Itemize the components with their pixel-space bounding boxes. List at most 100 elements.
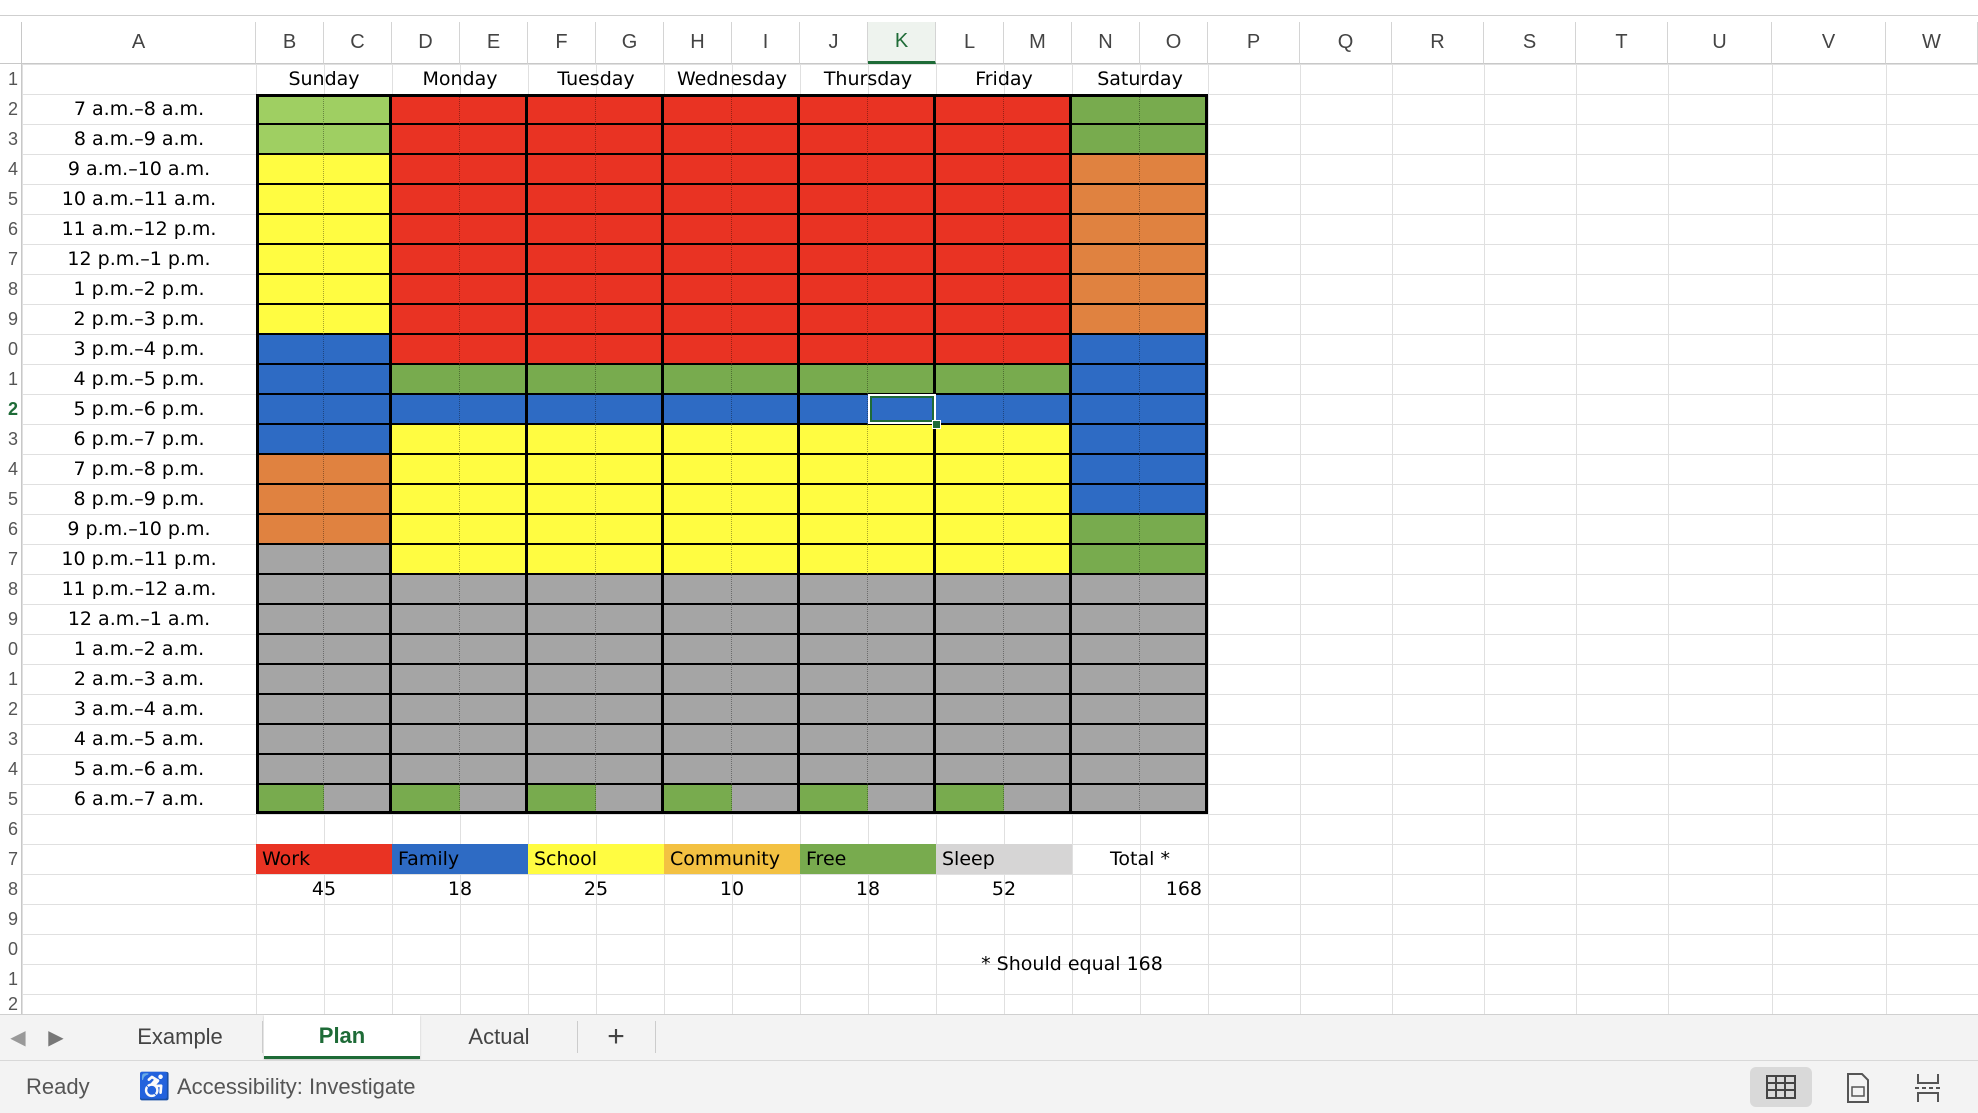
fill-handle[interactable] <box>932 420 941 429</box>
schedule-cell[interactable] <box>868 634 936 664</box>
row-header[interactable]: 4 <box>0 454 22 484</box>
column-header-t[interactable]: T <box>1576 22 1668 64</box>
schedule-cell[interactable] <box>664 364 732 394</box>
schedule-cell[interactable] <box>800 424 868 454</box>
schedule-cell[interactable] <box>664 304 732 334</box>
schedule-cell[interactable] <box>936 664 1004 694</box>
schedule-cell[interactable] <box>596 694 664 724</box>
selected-cell[interactable] <box>868 394 936 424</box>
schedule-cell[interactable] <box>528 214 596 244</box>
schedule-cell[interactable] <box>800 664 868 694</box>
schedule-cell[interactable] <box>1072 544 1140 574</box>
schedule-cell[interactable] <box>528 784 596 814</box>
schedule-cell[interactable] <box>868 574 936 604</box>
schedule-cell[interactable] <box>324 364 392 394</box>
schedule-cell[interactable] <box>392 364 460 394</box>
schedule-cell[interactable] <box>664 454 732 484</box>
schedule-cell[interactable] <box>664 754 732 784</box>
schedule-cell[interactable] <box>256 784 324 814</box>
schedule-cell[interactable] <box>868 754 936 784</box>
schedule-cell[interactable] <box>1140 124 1208 154</box>
schedule-cell[interactable] <box>664 634 732 664</box>
schedule-cell[interactable] <box>1072 754 1140 784</box>
schedule-cell[interactable] <box>256 94 324 124</box>
schedule-cell[interactable] <box>596 364 664 394</box>
schedule-cell[interactable] <box>936 604 1004 634</box>
schedule-cell[interactable] <box>392 514 460 544</box>
schedule-cell[interactable] <box>732 454 800 484</box>
schedule-cell[interactable] <box>324 214 392 244</box>
schedule-cell[interactable] <box>256 154 324 184</box>
tab-scroll-right-icon[interactable]: ▶ <box>48 1026 64 1049</box>
schedule-cell[interactable] <box>868 664 936 694</box>
schedule-cell[interactable] <box>528 154 596 184</box>
tab-plan[interactable]: Plan <box>264 1015 420 1059</box>
column-header-i[interactable]: I <box>732 22 800 64</box>
row-header[interactable]: 6 <box>0 214 22 244</box>
schedule-cell[interactable] <box>936 754 1004 784</box>
schedule-cell[interactable] <box>1072 214 1140 244</box>
schedule-cell[interactable] <box>528 304 596 334</box>
schedule-cell[interactable] <box>324 274 392 304</box>
schedule-cell[interactable] <box>324 784 392 814</box>
schedule-cell[interactable] <box>732 304 800 334</box>
schedule-cell[interactable] <box>392 124 460 154</box>
schedule-cell[interactable] <box>936 334 1004 364</box>
schedule-cell[interactable] <box>324 304 392 334</box>
column-header-p[interactable]: P <box>1208 22 1300 64</box>
schedule-cell[interactable] <box>800 724 868 754</box>
schedule-cell[interactable] <box>324 544 392 574</box>
schedule-cell[interactable] <box>392 394 460 424</box>
schedule-cell[interactable] <box>1004 544 1072 574</box>
schedule-cell[interactable] <box>664 94 732 124</box>
schedule-cell[interactable] <box>460 364 528 394</box>
schedule-cell[interactable] <box>732 274 800 304</box>
schedule-cell[interactable] <box>392 304 460 334</box>
schedule-cell[interactable] <box>800 784 868 814</box>
schedule-cell[interactable] <box>1140 784 1208 814</box>
schedule-cell[interactable] <box>528 754 596 784</box>
schedule-cell[interactable] <box>460 184 528 214</box>
schedule-cell[interactable] <box>392 784 460 814</box>
schedule-cell[interactable] <box>800 604 868 634</box>
schedule-cell[interactable] <box>732 154 800 184</box>
schedule-cell[interactable] <box>1004 334 1072 364</box>
schedule-cell[interactable] <box>1072 274 1140 304</box>
schedule-cell[interactable] <box>460 694 528 724</box>
schedule-cell[interactable] <box>800 754 868 784</box>
schedule-cell[interactable] <box>1072 604 1140 634</box>
schedule-cell[interactable] <box>664 394 732 424</box>
schedule-cell[interactable] <box>800 184 868 214</box>
schedule-cell[interactable] <box>460 394 528 424</box>
schedule-cell[interactable] <box>1140 424 1208 454</box>
row-header[interactable]: 7 <box>0 844 22 874</box>
schedule-cell[interactable] <box>596 724 664 754</box>
schedule-cell[interactable] <box>392 184 460 214</box>
schedule-cell[interactable] <box>460 784 528 814</box>
schedule-cell[interactable] <box>1072 184 1140 214</box>
schedule-cell[interactable] <box>256 694 324 724</box>
schedule-cell[interactable] <box>256 634 324 664</box>
column-header-c[interactable]: C <box>324 22 392 64</box>
schedule-cell[interactable] <box>1140 454 1208 484</box>
schedule-cell[interactable] <box>324 94 392 124</box>
schedule-cell[interactable] <box>256 394 324 424</box>
schedule-cell[interactable] <box>1140 184 1208 214</box>
schedule-cell[interactable] <box>256 514 324 544</box>
row-header[interactable]: 2 <box>0 94 22 124</box>
schedule-cell[interactable] <box>1072 124 1140 154</box>
schedule-cell[interactable] <box>732 604 800 634</box>
schedule-cell[interactable] <box>800 484 868 514</box>
schedule-cell[interactable] <box>596 604 664 634</box>
schedule-cell[interactable] <box>324 724 392 754</box>
schedule-cell[interactable] <box>1004 214 1072 244</box>
schedule-cell[interactable] <box>936 694 1004 724</box>
schedule-cell[interactable] <box>732 754 800 784</box>
schedule-cell[interactable] <box>528 124 596 154</box>
schedule-cell[interactable] <box>732 364 800 394</box>
schedule-cell[interactable] <box>324 334 392 364</box>
schedule-cell[interactable] <box>936 154 1004 184</box>
schedule-cell[interactable] <box>936 454 1004 484</box>
schedule-cell[interactable] <box>256 754 324 784</box>
schedule-cell[interactable] <box>664 574 732 604</box>
